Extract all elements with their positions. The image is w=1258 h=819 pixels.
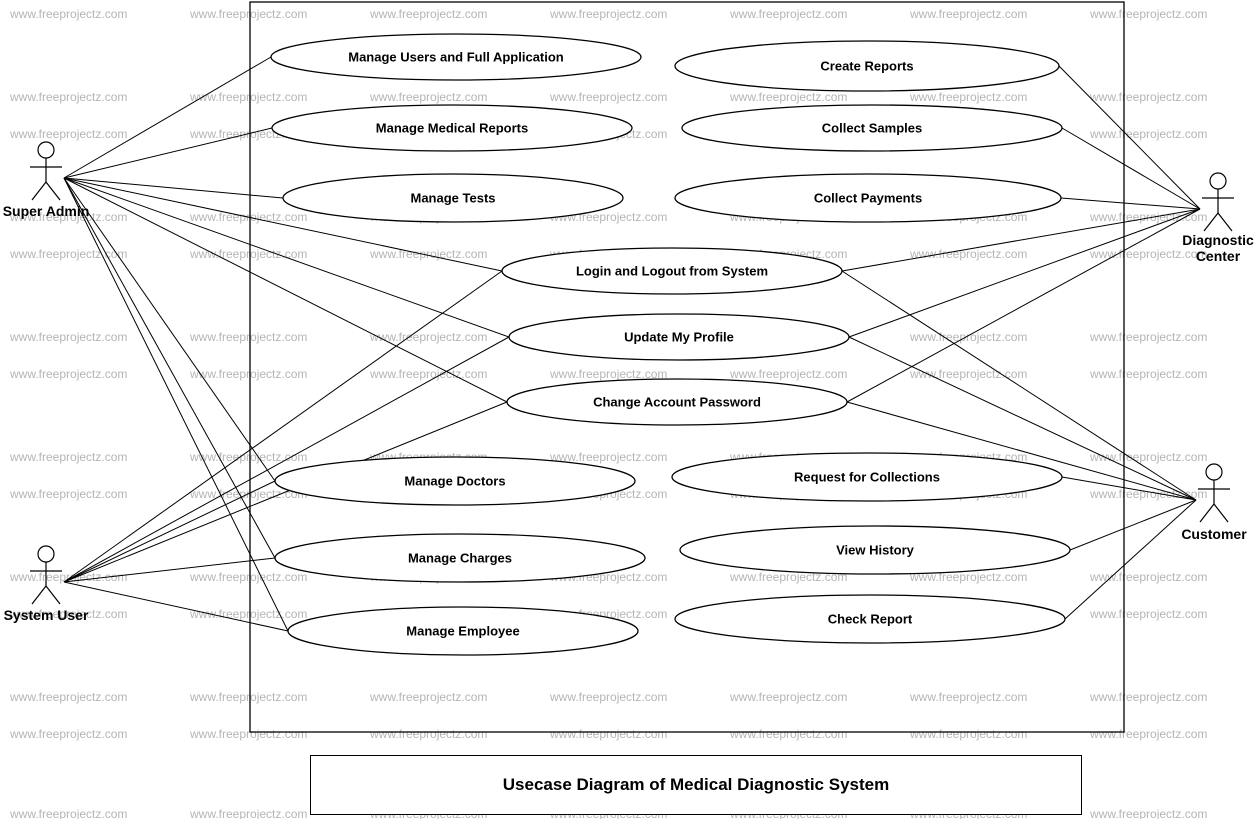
usecase-label: Check Report xyxy=(828,612,913,627)
association-line xyxy=(64,128,272,178)
association-line xyxy=(64,178,275,481)
usecase-label: Update My Profile xyxy=(624,330,734,345)
diagram-title: Usecase Diagram of Medical Diagnostic Sy… xyxy=(310,755,1082,815)
usecase-label: Create Reports xyxy=(820,59,913,74)
actor-icon xyxy=(30,142,62,200)
usecase-label: Manage Doctors xyxy=(404,474,505,489)
usecase-label: Request for Collections xyxy=(794,470,940,485)
association-line xyxy=(1062,128,1200,209)
association-line xyxy=(64,57,271,178)
association-line xyxy=(1061,198,1200,209)
association-line xyxy=(64,558,275,582)
association-line xyxy=(1070,500,1196,550)
actor-label: System User xyxy=(4,607,89,623)
usecase-label: Collect Samples xyxy=(822,121,922,136)
actor-icon xyxy=(1198,464,1230,522)
actor-icon xyxy=(1202,173,1234,231)
actor-label: Diagnostic Center xyxy=(1182,232,1254,264)
actor-icon xyxy=(30,546,62,604)
association-line xyxy=(1062,477,1196,500)
actor-label: Customer xyxy=(1181,526,1246,542)
association-line xyxy=(1065,500,1196,619)
association-line xyxy=(64,178,275,558)
usecase-label: Manage Charges xyxy=(408,551,512,566)
association-line xyxy=(847,209,1200,402)
usecase-label: Change Account Password xyxy=(593,395,761,410)
usecase-label: View History xyxy=(836,543,914,558)
association-line xyxy=(64,582,288,631)
association-line xyxy=(1059,66,1200,209)
association-line xyxy=(64,481,275,582)
actor-label: Super Admin xyxy=(3,203,90,219)
association-line xyxy=(849,209,1200,337)
usecase-label: Manage Users and Full Application xyxy=(348,50,564,65)
usecase-label: Login and Logout from System xyxy=(576,264,768,279)
usecase-label: Manage Tests xyxy=(410,191,495,206)
usecase-label: Manage Employee xyxy=(406,624,519,639)
usecase-label: Collect Payments xyxy=(814,191,922,206)
usecase-label: Manage Medical Reports xyxy=(376,121,528,136)
diagram-svg xyxy=(0,0,1258,819)
